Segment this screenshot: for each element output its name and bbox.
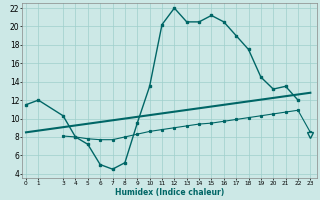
X-axis label: Humidex (Indice chaleur): Humidex (Indice chaleur) xyxy=(115,188,224,197)
